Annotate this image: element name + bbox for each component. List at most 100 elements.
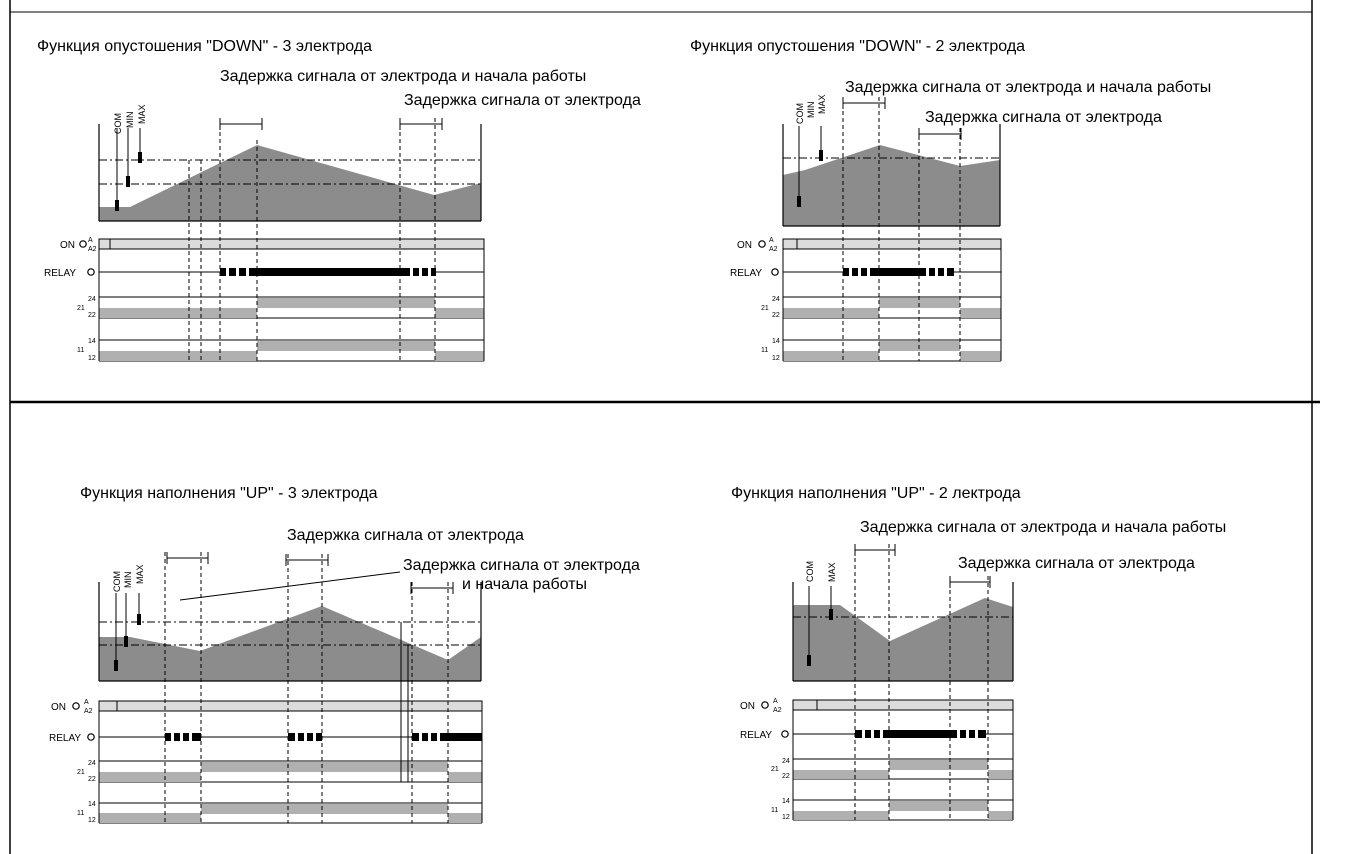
relay-gap: [410, 268, 413, 276]
a2-label: A2: [773, 707, 782, 714]
contact-12-state: [448, 813, 482, 823]
electrode-com-label: COM: [795, 103, 805, 124]
contact-12-state: [960, 351, 1001, 361]
contact-11-label: 11: [761, 347, 768, 354]
relay-gap: [867, 268, 870, 276]
contact-11-label: 11: [77, 347, 84, 354]
a-label: A: [769, 237, 774, 244]
tank: COM MIN MAX: [98, 564, 482, 682]
relay-row-label: RELAY: [44, 268, 76, 279]
panel-up-2: Функция наполнения "UP" - 2 лектрода Зад…: [731, 485, 1226, 821]
on-signal-bar: [98, 700, 483, 712]
contact-22-label: 22: [88, 312, 96, 319]
relay-gap: [926, 268, 929, 276]
on-signal-bar: [792, 699, 1014, 711]
contact-22-label: 22: [88, 776, 96, 783]
panel-down-3: Функция опустошения "DOWN" - 3 электрода…: [37, 38, 641, 362]
panel-down-2: Функция опустошения "DOWN" - 2 электрода…: [690, 38, 1211, 362]
electrode-com-tip: [114, 660, 118, 671]
delay-note-signal: Задержка сигнала от электрода: [925, 109, 1162, 126]
contact-12-label: 12: [88, 817, 96, 824]
contact-24-state: [889, 760, 988, 770]
contact-22-state: [435, 308, 484, 318]
timing-chart: ON A A2 RELAY 24 21 22 14 11 12: [44, 118, 485, 362]
a2-label: A2: [84, 708, 93, 715]
contact-12-label: 12: [782, 814, 790, 821]
a2-label: A2: [769, 246, 778, 253]
relay-gap: [304, 733, 307, 741]
on-signal-bar: [98, 238, 485, 250]
contact-12-state: [99, 351, 257, 361]
relay-gap: [935, 268, 938, 276]
electrode-max-tip: [829, 609, 833, 620]
electrode-min-tip: [126, 176, 130, 187]
contact-24-label: 24: [88, 296, 96, 303]
delay-note-start: Задержка сигнала от электрода и начала р…: [845, 79, 1211, 96]
time-markers: [188, 118, 436, 361]
on-row-label: ON: [60, 240, 75, 251]
contact-24-label: 24: [772, 296, 780, 303]
relay-gap: [871, 730, 874, 738]
relay-gap: [975, 730, 978, 738]
relay-gap: [957, 730, 960, 738]
terminal-on-symbol: [79, 240, 87, 248]
panel-up-3: Функция наполнения "UP" - 3 электрода За…: [49, 485, 640, 824]
relay-state-on: [879, 268, 919, 276]
relay-gap: [171, 733, 174, 741]
relay-row-label: RELAY: [740, 730, 772, 741]
contact-22-state: [783, 308, 879, 318]
contact-14-state: [257, 341, 435, 351]
liquid-level: [793, 598, 1013, 681]
liquid-level: [99, 606, 481, 681]
relay-gap: [313, 733, 316, 741]
contact-21-label: 21: [77, 769, 85, 776]
contact-24-state: [201, 762, 448, 772]
panel-title: Функция опустошения "DOWN" - 2 электрода: [690, 38, 1025, 55]
contact-12-state: [988, 811, 1013, 820]
relay-gap: [419, 733, 422, 741]
terminal-relay-symbol: [771, 268, 779, 276]
electrode-com-label: COM: [112, 571, 122, 592]
contact-24-label: 24: [88, 760, 96, 767]
contact-11-label: 11: [77, 810, 84, 817]
relay-gap: [849, 268, 852, 276]
delay-note-start: Задержка сигнала от электрода и начала р…: [220, 68, 586, 85]
electrode-max-label: MAX: [827, 562, 837, 582]
contact-11-label: 11: [771, 807, 778, 814]
electrode-com-tip: [797, 196, 801, 207]
relay-gap: [226, 268, 229, 276]
time-markers: [854, 544, 989, 820]
terminal-relay-symbol: [781, 730, 789, 738]
contact-21-label: 21: [771, 766, 779, 773]
on-row-label: ON: [737, 240, 752, 251]
relay-state-on: [257, 268, 402, 276]
time-markers: [164, 552, 449, 823]
frame: [9, 0, 1320, 854]
delay-brackets: [166, 552, 454, 594]
terminal-relay-symbol: [87, 733, 95, 741]
contact-24-state: [257, 298, 435, 308]
relay-gap: [428, 268, 431, 276]
relay-state-on: [889, 730, 950, 738]
delay-note-start: Задержка сигнала от электрода: [403, 557, 640, 574]
terminal-on-symbol: [72, 702, 80, 710]
tank: COM MIN MAX: [782, 94, 1001, 227]
contact-22-state: [99, 772, 201, 782]
contact-12-state: [793, 811, 889, 820]
timing-chart: ON A A2 RELAY 24 21 22 14 11 12: [730, 97, 1002, 362]
on-row-label: ON: [740, 701, 755, 712]
on-row-label: ON: [51, 702, 66, 713]
panel-title: Функция наполнения "UP" - 3 электрода: [80, 485, 378, 502]
relay-row-label: RELAY: [49, 733, 81, 744]
panel-title: Функция опустошения "DOWN" - 3 электрода: [37, 38, 372, 55]
terminal-on-symbol: [758, 240, 766, 248]
delay-note-start-cont: и начала работы: [462, 576, 587, 593]
relay-gap: [862, 730, 865, 738]
on-signal-bar: [782, 238, 1002, 250]
electrode-com-label: COM: [113, 113, 123, 134]
contact-12-label: 12: [88, 355, 96, 362]
relay-gap: [180, 733, 183, 741]
tank: COM MIN MAX: [98, 104, 482, 222]
electrode-min-label: MIN: [806, 102, 816, 119]
